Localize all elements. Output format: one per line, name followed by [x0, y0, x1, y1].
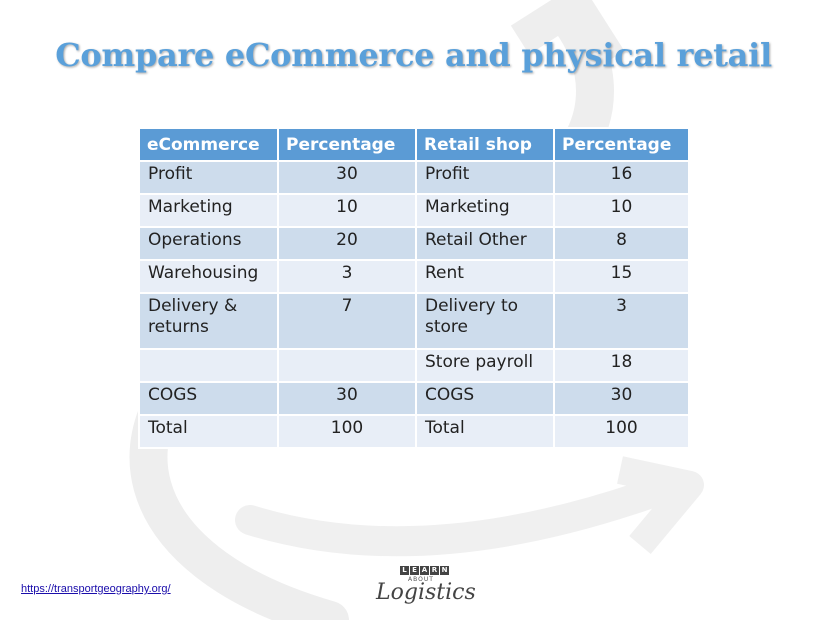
ecommerce-cell: Delivery & returns: [138, 292, 279, 350]
ecommerce-cell: Warehousing: [138, 259, 279, 294]
ecommerce-percentage-cell: 3: [277, 259, 417, 294]
ecommerce-percentage-cell: 10: [277, 193, 417, 228]
table-row: Delivery & returns 7 Delivery to store 3: [138, 292, 690, 350]
retail-percentage-cell: 8: [553, 226, 690, 261]
retail-cell: Marketing: [415, 193, 555, 228]
retail-cell: Profit: [415, 160, 555, 195]
ecommerce-cell: [138, 348, 279, 383]
retail-percentage-cell: 30: [553, 381, 690, 416]
logo-tile: N: [440, 566, 449, 575]
retail-total-value: 100: [553, 414, 690, 449]
logo-tile: R: [430, 566, 439, 575]
header-ecommerce: eCommerce: [138, 127, 279, 162]
table-row: Operations 20 Retail Other 8: [138, 226, 690, 261]
ecommerce-percentage-cell: [277, 348, 417, 383]
logo-tile: L: [400, 566, 409, 575]
ecommerce-percentage-cell: 30: [277, 381, 417, 416]
ecommerce-cell: Operations: [138, 226, 279, 261]
table-row: COGS 30 COGS 30: [138, 381, 690, 416]
header-retail-shop: Retail shop: [415, 127, 555, 162]
table-row: Warehousing 3 Rent 15: [138, 259, 690, 294]
retail-cell: Delivery to store: [415, 292, 555, 350]
ecommerce-total-label: Total: [138, 414, 279, 449]
ecommerce-percentage-cell: 30: [277, 160, 417, 195]
ecommerce-percentage-cell: 7: [277, 292, 417, 350]
source-link[interactable]: https://transportgeography.org/: [21, 583, 171, 595]
ecommerce-total-value: 100: [277, 414, 417, 449]
table-row: Profit 30 Profit 16: [138, 160, 690, 195]
learn-about-logistics-logo: L E A R N ABOUT Logistics: [370, 566, 476, 610]
table-header-row: eCommerce Percentage Retail shop Percent…: [138, 127, 690, 162]
retail-cell: Rent: [415, 259, 555, 294]
ecommerce-cell: COGS: [138, 381, 279, 416]
retail-cell: Store payroll: [415, 348, 555, 383]
table-row: Marketing 10 Marketing 10: [138, 193, 690, 228]
ecommerce-percentage-cell: 20: [277, 226, 417, 261]
table-row: Store payroll 18: [138, 348, 690, 383]
ecommerce-cell: Marketing: [138, 193, 279, 228]
ecommerce-cell: Profit: [138, 160, 279, 195]
comparison-table: eCommerce Percentage Retail shop Percent…: [138, 127, 690, 449]
logo-tile: E: [410, 566, 419, 575]
logo-tile: A: [420, 566, 429, 575]
logo-wordmark: Logistics: [376, 580, 476, 605]
retail-cell: COGS: [415, 381, 555, 416]
header-percentage-ecommerce: Percentage: [277, 127, 417, 162]
retail-total-label: Total: [415, 414, 555, 449]
header-percentage-retail: Percentage: [553, 127, 690, 162]
retail-percentage-cell: 3: [553, 292, 690, 350]
retail-percentage-cell: 15: [553, 259, 690, 294]
logo-about-text: ABOUT: [408, 576, 434, 583]
table-row: Total 100 Total 100: [138, 414, 690, 449]
slide-title: Compare eCommerce and physical retail: [55, 36, 772, 74]
retail-percentage-cell: 10: [553, 193, 690, 228]
retail-percentage-cell: 18: [553, 348, 690, 383]
logo-letter-tiles: L E A R N: [400, 566, 449, 575]
retail-cell: Retail Other: [415, 226, 555, 261]
retail-percentage-cell: 16: [553, 160, 690, 195]
